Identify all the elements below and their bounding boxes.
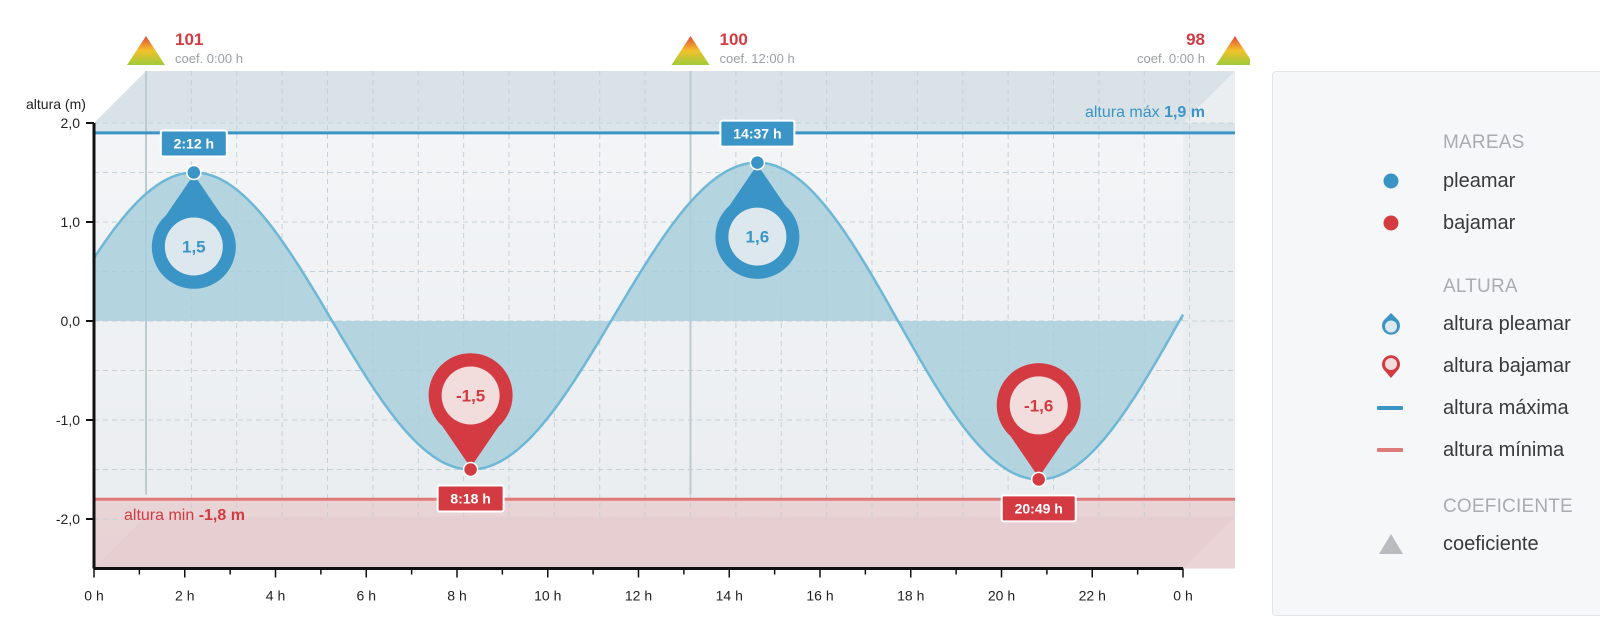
legend-heading-mareas: MAREAS [1443, 132, 1525, 153]
legend-label: altura pleamar [1443, 313, 1571, 335]
x-tick-label: 18 h [897, 588, 924, 604]
altura-bajamar-marker-icon [1382, 355, 1400, 378]
time-label-box [1000, 494, 1077, 523]
bajamar-marker: -1,6 [996, 363, 1081, 488]
legend: MAREAS pleamar bajamar ALTURA altura ple… [1272, 71, 1600, 616]
x-tick-label: 16 h [806, 588, 833, 604]
x-tick-label: 0 h [1173, 588, 1192, 604]
coefficient-label: coef. 0:00 h [175, 51, 243, 66]
y-tick-label: 2,0 [61, 115, 81, 131]
max-band [94, 123, 1235, 133]
x-tick-label: 10 h [534, 588, 561, 604]
legend-item-altura-minima: altura mínima [1373, 435, 1600, 465]
altura-pleamar-marker-icon [1382, 313, 1400, 335]
time-label-box [436, 484, 505, 513]
y-tick-label: 1,0 [61, 214, 81, 230]
pleamar-drop-inner [164, 217, 223, 276]
y-tick-label: -2,0 [56, 511, 80, 527]
coefficient-label: coef. 12:00 h [720, 51, 795, 66]
legend-heading-altura: ALTURA [1443, 276, 1518, 297]
legend-item-coeficiente: coeficiente [1373, 529, 1600, 559]
coefficient-marker: 98 coef. 0:00 h [1137, 30, 1250, 66]
plot-top-face [94, 71, 1235, 123]
x-tick-label: 4 h [266, 588, 285, 604]
y-tick-label: -1,0 [56, 412, 80, 428]
bajamar-point [1030, 471, 1047, 488]
bajamar-point [462, 461, 479, 478]
pleamar-drop-inner [728, 207, 787, 266]
time-label-box [719, 119, 796, 148]
min-height-value: -1,8 m [199, 507, 245, 524]
pleamar-marker: 1,6 [715, 154, 800, 279]
coefficient-marker: 101 coef. 0:00 h [127, 30, 243, 66]
coefficient-label: coef. 0:00 h [1137, 51, 1205, 66]
time-label: 14:37 h [733, 126, 781, 142]
bajamar-height-value: -1,6 [1024, 396, 1053, 415]
legend-label: coeficiente [1443, 533, 1539, 555]
x-tick-label: 20 h [988, 588, 1015, 604]
pleamar-marker: 1,5 [151, 164, 236, 289]
legend-item-altura-bajamar: altura bajamar [1373, 351, 1600, 381]
max-height-value: 1,9 m [1164, 104, 1205, 121]
pleamar-height-value: 1,5 [182, 238, 206, 257]
time-label: 8:18 h [450, 491, 490, 507]
x-tick-label: 2 h [175, 588, 194, 604]
legend-label: pleamar [1443, 170, 1516, 192]
plot-floor [94, 516, 1235, 569]
time-label-box [159, 129, 228, 158]
legend-item-pleamar: pleamar [1373, 166, 1600, 196]
altura-maxima-line-icon [1377, 406, 1403, 410]
min-height-label: altura min -1,8 m [124, 507, 245, 524]
legend-label: bajamar [1443, 212, 1516, 234]
max-height-label: altura máx 1,9 m [1085, 104, 1205, 121]
x-tick-label: 6 h [357, 588, 376, 604]
coefficient-triangle-icon [127, 36, 165, 65]
bajamar-marker: -1,5 [428, 353, 513, 478]
legend-heading-coeficiente: COEFICIENTE [1443, 496, 1573, 517]
plot-right-face [1183, 71, 1235, 569]
legend-item-altura-maxima: altura máxima [1373, 393, 1600, 423]
tide-area [94, 162, 1183, 480]
coeficiente-triangle-icon [1379, 534, 1403, 554]
legend-item-bajamar: bajamar [1373, 208, 1600, 238]
legend-label: altura bajamar [1443, 355, 1571, 377]
x-tick-label: 22 h [1079, 588, 1106, 604]
bajamar-drop-inner [1009, 376, 1068, 435]
y-axis-label: altura (m) [26, 96, 86, 112]
x-tick-label: 8 h [447, 588, 466, 604]
time-label: 20:49 h [1015, 500, 1063, 516]
x-tick-label: 12 h [625, 588, 652, 604]
time-label: 2:12 h [174, 136, 214, 152]
legend-label: altura máxima [1443, 397, 1569, 419]
legend-item-altura-pleamar: altura pleamar [1373, 309, 1600, 339]
y-tick-label: 0,0 [61, 313, 81, 329]
coefficient-triangle-icon [671, 36, 710, 65]
tide-line [92, 161, 1185, 481]
pleamar-height-value: 1,6 [746, 228, 770, 247]
coefficient-triangle-icon [1216, 36, 1250, 65]
coefficient-value: 100 [720, 30, 748, 49]
bajamar-drop-inner [441, 366, 500, 425]
bajamar-dot-icon [1383, 215, 1399, 231]
coefficient-value: 101 [175, 30, 203, 49]
tide-chart: altura máx 1,9 m altura min -1,8 m altura … [26, 30, 1250, 604]
bajamar-height-value: -1,5 [456, 387, 485, 406]
legend-label: altura mínima [1443, 439, 1565, 461]
x-tick-label: 0 h [84, 588, 103, 604]
coefficient-value: 98 [1186, 30, 1205, 49]
pleamar-point [749, 154, 766, 171]
altura-minima-line-icon [1377, 448, 1403, 452]
pleamar-dot-icon [1383, 173, 1399, 189]
x-tick-label: 14 h [716, 588, 743, 604]
pleamar-point [186, 164, 202, 181]
coefficient-marker: 100 coef. 12:00 h [671, 30, 795, 66]
